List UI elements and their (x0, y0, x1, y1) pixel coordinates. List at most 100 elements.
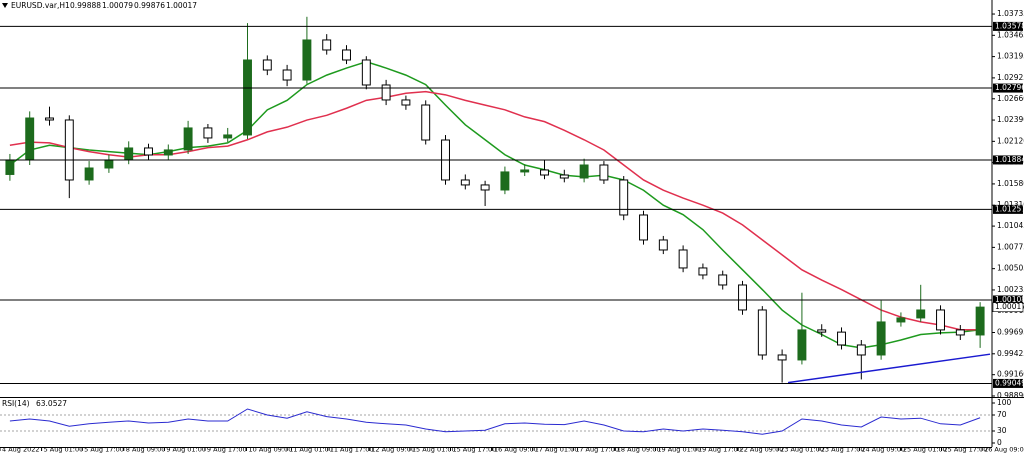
candle-body (520, 169, 530, 173)
current-price-label: 1.00017 (995, 302, 1024, 311)
candle-body (25, 117, 35, 161)
trendline (787, 353, 991, 384)
y-tick-label: 0.99695 (997, 328, 1024, 337)
x-tick-label: 19 Aug 01:00 (657, 446, 701, 453)
x-tick-label: 24 Aug 09:00 (861, 446, 905, 453)
symbol: EURUSD.var,H1 (11, 1, 70, 10)
level-label: 1.03578 (995, 21, 1024, 30)
candle-body (777, 354, 787, 361)
candle-body (876, 321, 886, 356)
y-tick-label: 1.01045 (997, 221, 1024, 230)
x-tick-label: 8 Aug 09:00 (126, 446, 166, 453)
y-tick-label: 1.01580 (997, 179, 1024, 188)
candle-body (84, 167, 94, 181)
x-tick-label: 25 Aug 01:00 (903, 446, 947, 453)
candle-body (639, 214, 648, 241)
candle-body (401, 99, 411, 106)
x-tick-label: 17 Aug 17:00 (575, 446, 619, 453)
level-label-box (993, 204, 1023, 214)
x-tick-label: 17 Aug 01:00 (535, 446, 579, 453)
candle-body (658, 239, 668, 251)
x-tick-label: 16 Aug 09:00 (494, 446, 538, 453)
candle-body (144, 147, 153, 156)
x-tick-label: 26 Aug 09:00 (984, 446, 1024, 453)
candle-body (698, 267, 708, 276)
level-label-box (993, 21, 1023, 31)
level-label: 1.01884 (995, 155, 1024, 164)
y-tick-label: 1.02660 (997, 94, 1024, 103)
x-tick-label: 11 Aug 17:00 (330, 446, 374, 453)
y-tick-label: 30 (997, 426, 1007, 435)
candle-body (678, 249, 688, 269)
candle-body (540, 169, 549, 176)
current-price-box (992, 302, 1024, 312)
candle-body (361, 59, 371, 86)
x-tick-label: 23 Aug 17:00 (821, 446, 865, 453)
candle-body (421, 104, 431, 141)
x-tick-label: 15 Aug 17:00 (452, 446, 496, 453)
x-tick-label: 12 Aug 09:00 (371, 446, 415, 453)
high-price: 1.00079 (102, 1, 133, 10)
candle-body (183, 127, 193, 151)
y-tick-label: 100 (997, 398, 1012, 407)
candle-body (282, 69, 292, 81)
y-tick-label: 0 (997, 438, 1002, 447)
close-price: 1.00017 (166, 1, 197, 10)
candle-body (460, 179, 470, 186)
x-tick-label: 4 Aug 2022 (2, 446, 40, 453)
candle-body (896, 317, 906, 323)
candle-body (302, 39, 312, 81)
x-tick-label: 5 Aug 01:00 (44, 446, 84, 453)
menu-arrow[interactable] (2, 3, 8, 8)
candle-body (243, 59, 252, 136)
level-label: 0.99049 (995, 378, 1024, 387)
y-tick-label: 1.03195 (997, 52, 1024, 61)
candle-body (856, 344, 866, 356)
y-tick-label: 0.99425 (997, 349, 1024, 358)
candle-body (104, 159, 114, 169)
y-tick-label: 1.02390 (997, 115, 1024, 124)
candle-body (559, 174, 569, 179)
x-tick-label: 18 Aug 09:00 (617, 446, 661, 453)
candle-body (45, 117, 54, 121)
x-tick-label: 5 Aug 17:00 (84, 446, 124, 453)
candle-body (124, 147, 134, 161)
candle-body (718, 274, 728, 286)
level-label-box (993, 83, 1023, 93)
low-price: 0.99876 (134, 1, 165, 10)
candle-body (579, 164, 589, 179)
candle-body (163, 149, 173, 156)
x-tick-label: 9 Aug 17:00 (207, 446, 247, 453)
y-tick-label: 1.00505 (997, 264, 1024, 273)
candle-body (262, 59, 272, 71)
open-price: 0.99888 (70, 1, 101, 10)
y-tick-label: 1.02120 (997, 136, 1024, 145)
candle-body (599, 164, 609, 181)
candle-body (500, 171, 510, 191)
candle-body (916, 309, 926, 319)
candle-body (837, 331, 846, 346)
x-tick-label: 11 Aug 01:00 (289, 446, 333, 453)
candle-body (5, 159, 15, 175)
level-label-box (993, 295, 1023, 305)
candle-body (738, 284, 747, 311)
level-label-box (993, 378, 1023, 388)
candle-body (975, 306, 985, 336)
level-label-box (993, 155, 1023, 165)
x-tick-label: 22 Aug 09:00 (740, 446, 784, 453)
candle-body (64, 119, 74, 181)
candle-body (342, 49, 351, 61)
y-tick-label: 1.02925 (997, 73, 1024, 82)
x-tick-label: 23 Aug 01:00 (780, 446, 824, 453)
candle-body (322, 39, 332, 51)
candle-body (223, 134, 233, 139)
level-label: 1.00108 (995, 295, 1024, 304)
level-label: 1.02796 (995, 83, 1024, 92)
y-tick-label: 70 (997, 410, 1007, 419)
x-tick-label: 15 Aug 01:00 (412, 446, 456, 453)
x-tick-label: 9 Aug 01:00 (166, 446, 206, 453)
candle-body (817, 329, 827, 333)
candle-body (797, 329, 807, 361)
